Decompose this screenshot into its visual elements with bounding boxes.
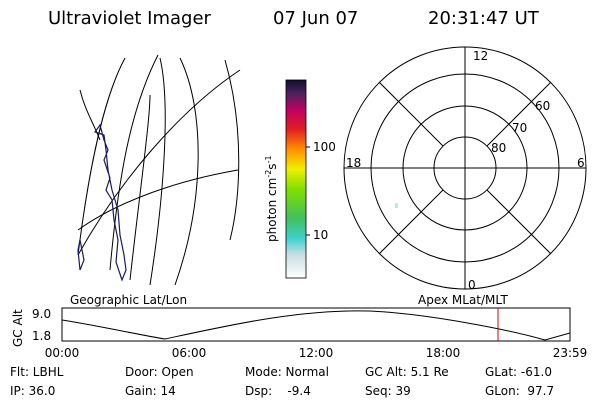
date: 07 Jun 07 [273, 8, 358, 29]
x-tick-label: 06:00 [172, 346, 207, 360]
x-tick-label: 12:00 [299, 346, 334, 360]
unit-exp: -2 [264, 170, 273, 178]
altitude-curve [61, 310, 571, 341]
x-tick-label: 18:00 [426, 346, 461, 360]
map-label: Geographic Lat/Lon [70, 293, 187, 307]
mlt-label: 6 [577, 156, 585, 170]
map-grid [77, 54, 241, 286]
mlt-label: 12 [473, 49, 488, 63]
status-field: Mode: Normal [245, 365, 329, 379]
altitude-axis-label: GC Alt [11, 309, 25, 347]
unit: photon cm [265, 178, 279, 242]
status-field: IP: 36.0 [10, 384, 55, 398]
x-tick-label: 23:59 [553, 346, 588, 360]
polar-grid [343, 46, 587, 290]
instrument: Ultraviolet Imager [48, 8, 212, 29]
status-field: Seq: 39 [365, 384, 411, 398]
mlat-label: 80 [491, 141, 506, 155]
status-field: GLon: 97.7 [485, 384, 554, 398]
time: 20:31:47 UT [428, 8, 540, 29]
mlt-label: 18 [346, 156, 361, 170]
colorbar-tick-label: 10 [313, 228, 328, 242]
status-field: GC Alt: 5.1 Re [365, 365, 449, 379]
status-field: Flt: LBHL [10, 365, 64, 379]
polar-label: Apex MLat/MLT [418, 293, 508, 307]
status-field: Gain: 14 [125, 384, 176, 398]
status-field: Dsp: -9.4 [245, 384, 311, 398]
colorbar [285, 79, 307, 279]
emission-spot [395, 203, 398, 208]
colorbar-tick-label: 100 [313, 140, 336, 154]
x-tick-label: 00:00 [45, 346, 80, 360]
status-field: Door: Open [125, 365, 194, 379]
mlat-label: 60 [535, 99, 550, 113]
status-field: GLat: -61.0 [485, 365, 552, 379]
mlt-label: 0 [468, 278, 476, 292]
footer: Flt: LBHL Door: Open Mode: Normal GC Alt: 5… [10, 365, 554, 398]
unit: s [265, 163, 279, 169]
y-tick-label: 1.8 [32, 329, 51, 343]
y-tick-label: 9.0 [32, 307, 51, 321]
colorbar-label: photon cm-2s-1 [264, 155, 279, 242]
unit-exp: -1 [264, 155, 273, 163]
altitude-frame [61, 307, 571, 342]
coastline [77, 123, 127, 282]
mlat-label: 70 [512, 121, 527, 135]
